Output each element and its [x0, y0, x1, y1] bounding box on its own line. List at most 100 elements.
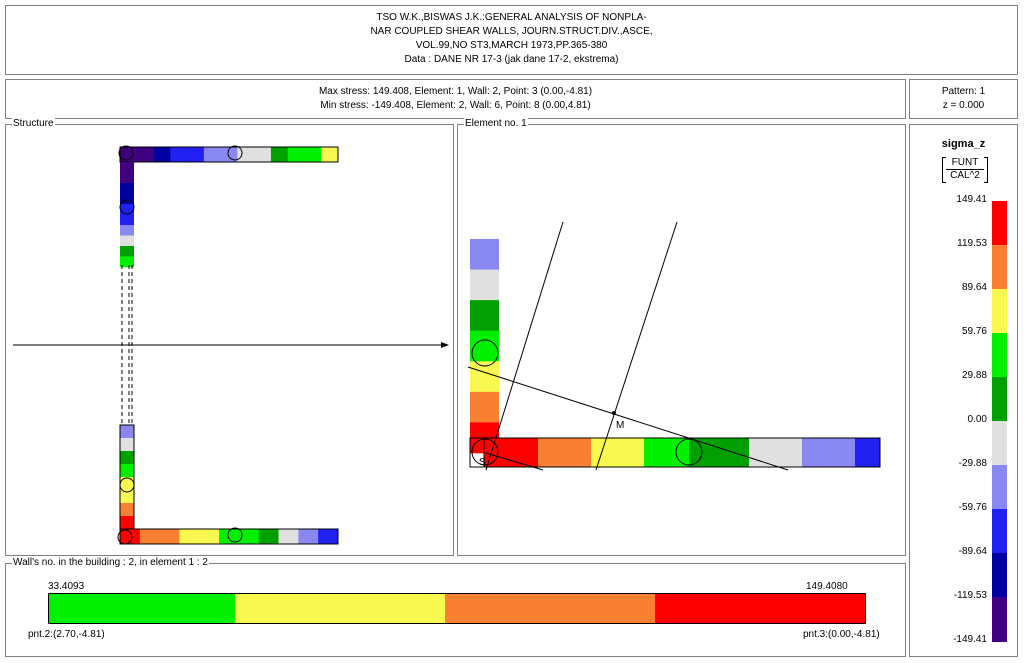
stress-segment	[159, 529, 180, 544]
legend-color-segment	[992, 289, 1007, 312]
wall-bar-segment-yellow	[235, 594, 445, 623]
section-marker	[471, 339, 499, 367]
legend-tick-label: 89.64	[961, 282, 987, 293]
point-s-label: S	[479, 457, 486, 468]
stress-segment	[220, 147, 238, 162]
stress-segment	[470, 239, 499, 270]
stress-segment	[199, 529, 220, 544]
legend-color-segment	[992, 443, 1007, 466]
wall-panel: Wall's no. in the building : 2, in eleme…	[5, 557, 906, 657]
stress-segment	[278, 529, 299, 544]
section-marker	[119, 477, 135, 493]
legend-tick-label: -119.53	[953, 590, 987, 601]
element-panel[interactable]: Element no. 1 M S	[457, 118, 906, 556]
structure-drawing[interactable]	[6, 125, 453, 555]
header-line-2: NAR COUPLED SHEAR WALLS, JOURN.STRUCT.DI…	[370, 26, 653, 37]
stress-segment	[120, 529, 141, 544]
legend-unit: FUNT CAL^2	[942, 157, 988, 183]
element-horizontal-wall	[469, 437, 881, 468]
stress-segment	[470, 300, 499, 332]
structure-panel[interactable]: Structure	[5, 118, 454, 556]
legend-tick-label: 59.76	[961, 326, 987, 337]
legend-color-segment	[992, 223, 1007, 246]
bottom-flange-wall	[119, 528, 339, 545]
stress-segment	[258, 529, 279, 544]
wall-right-point: pnt.3:(0.00,-4.81)	[803, 629, 880, 640]
wall-outline	[119, 528, 339, 545]
stress-segment	[170, 147, 188, 162]
stress-segment	[591, 438, 645, 467]
neutral-axis-line	[467, 366, 789, 471]
stress-segment	[321, 147, 339, 162]
principal-axis-line	[595, 221, 678, 471]
section-marker	[227, 527, 243, 543]
stress-segment	[203, 147, 221, 162]
stress-segment	[855, 438, 881, 467]
header-line-4: Data : DANE NR 17-3 (jak dane 17-2, ekst…	[404, 54, 619, 65]
section-marker	[471, 438, 499, 466]
legend-panel: sigma_z FUNT CAL^2 149.41 119.53 89.64 59.7…	[909, 124, 1018, 657]
legend-color-segment	[992, 553, 1007, 576]
stress-segment	[120, 464, 134, 478]
stress-segment	[120, 503, 134, 517]
section-marker	[117, 529, 133, 545]
stress-segment	[238, 529, 260, 544]
stress-segment	[237, 147, 255, 162]
legend-color-segment	[992, 619, 1007, 642]
stress-segment	[470, 330, 499, 362]
section-marker	[119, 199, 135, 215]
legend-color-segment	[992, 333, 1007, 356]
stress-segment	[120, 172, 134, 184]
point-m-label: M	[616, 420, 624, 431]
stress-segment	[120, 235, 134, 247]
stress-segment	[219, 529, 240, 544]
web-top-wall	[120, 162, 134, 268]
stress-segment	[120, 225, 134, 236]
pattern-text: Pattern: 1	[941, 86, 986, 97]
top-flange-wall	[119, 146, 339, 163]
stress-segment	[287, 147, 305, 162]
wall-bar-segment-green	[49, 594, 235, 623]
legend-color-segment	[992, 355, 1007, 378]
wall-right-value: 149.4080	[806, 581, 848, 592]
stress-segment	[298, 529, 319, 544]
legend-tick-label: 0.00	[967, 414, 987, 425]
pattern-panel: Pattern: 1 z = 0.000	[909, 79, 1018, 119]
legend-tick-label: 119.53	[957, 238, 987, 249]
stress-segment	[120, 425, 134, 439]
legend-color-segment	[992, 267, 1007, 290]
legend-tick-label: -149.41	[953, 634, 987, 645]
stress-segment	[538, 438, 592, 467]
web-bottom-wall	[119, 424, 135, 530]
principal-axis-line	[485, 221, 564, 471]
stress-segment	[254, 147, 272, 162]
element-drawing[interactable]: M S	[458, 125, 905, 555]
stress-segment	[153, 147, 171, 162]
legend-color-segment	[992, 421, 1007, 444]
stress-segment	[304, 147, 322, 162]
stress-segment	[470, 269, 499, 301]
neutral-axis-line	[485, 452, 544, 471]
legend-tick-label: 149.41	[956, 194, 987, 205]
legend-color-segment	[992, 597, 1007, 620]
wall-outline	[469, 437, 485, 468]
section-marker	[118, 145, 134, 161]
legend-color-segment	[992, 311, 1007, 334]
stress-segment	[120, 193, 134, 205]
element-title: Element no. 1	[464, 118, 528, 130]
x-axis-arrowhead	[441, 342, 449, 348]
stress-segment	[179, 529, 200, 544]
legend-title: sigma_z	[941, 138, 986, 150]
stress-segment	[120, 516, 134, 530]
stress-info-panel: Max stress: 149.408, Element: 1, Wall: 2…	[5, 79, 906, 119]
legend-color-segment	[992, 487, 1007, 510]
legend-color-segment	[992, 465, 1007, 488]
stress-segment	[120, 438, 134, 452]
header-panel: TSO W.K.,BISWAS J.K.:GENERAL ANALYSIS OF…	[5, 5, 1018, 75]
legend-tick-label: -59.76	[958, 502, 987, 513]
legend-color-segment	[992, 575, 1007, 598]
stress-segment	[187, 147, 205, 162]
section-marker	[675, 438, 703, 466]
stress-segment	[120, 183, 134, 194]
wall-left-value: 33.4093	[48, 581, 85, 592]
